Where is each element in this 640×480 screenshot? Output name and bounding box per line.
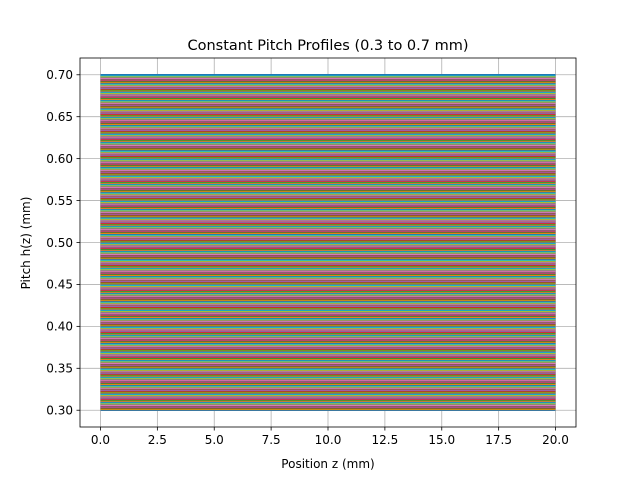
y-axis-label: Pitch h(z) (mm) (19, 197, 33, 290)
x-axis-label: Position z (mm) (281, 457, 374, 471)
series-lines (100, 74, 556, 411)
y-tick-label-0: 0.30 (46, 404, 73, 418)
x-tick-label-4: 10.0 (315, 433, 342, 447)
chart-title: Constant Pitch Profiles (0.3 to 0.7 mm) (187, 38, 468, 54)
x-tick-label-5: 12.5 (372, 433, 399, 447)
x-axis-ticks: 0.0 2.5 5.0 7.5 10.0 12.5 15.0 17.5 20.0 (91, 427, 569, 447)
x-tick-label-0: 0.0 (91, 433, 110, 447)
y-axis-ticks: 0.30 0.35 0.40 0.45 0.50 0.55 0.60 0.65 0.70 (46, 68, 80, 418)
x-tick-label-1: 2.5 (148, 433, 167, 447)
y-tick-label-8: 0.70 (46, 68, 73, 82)
y-tick-label-3: 0.45 (46, 278, 73, 292)
x-tick-label-7: 17.5 (485, 433, 512, 447)
y-tick-label-5: 0.55 (46, 194, 73, 208)
y-tick-label-7: 0.65 (46, 110, 73, 124)
y-tick-label-6: 0.60 (46, 152, 73, 166)
y-tick-label-2: 0.40 (46, 320, 73, 334)
x-tick-label-3: 7.5 (262, 433, 281, 447)
x-tick-label-2: 5.0 (205, 433, 224, 447)
x-tick-label-8: 20.0 (542, 433, 569, 447)
y-tick-label-1: 0.35 (46, 362, 73, 376)
y-tick-label-4: 0.50 (46, 236, 73, 250)
x-tick-label-6: 15.0 (428, 433, 455, 447)
